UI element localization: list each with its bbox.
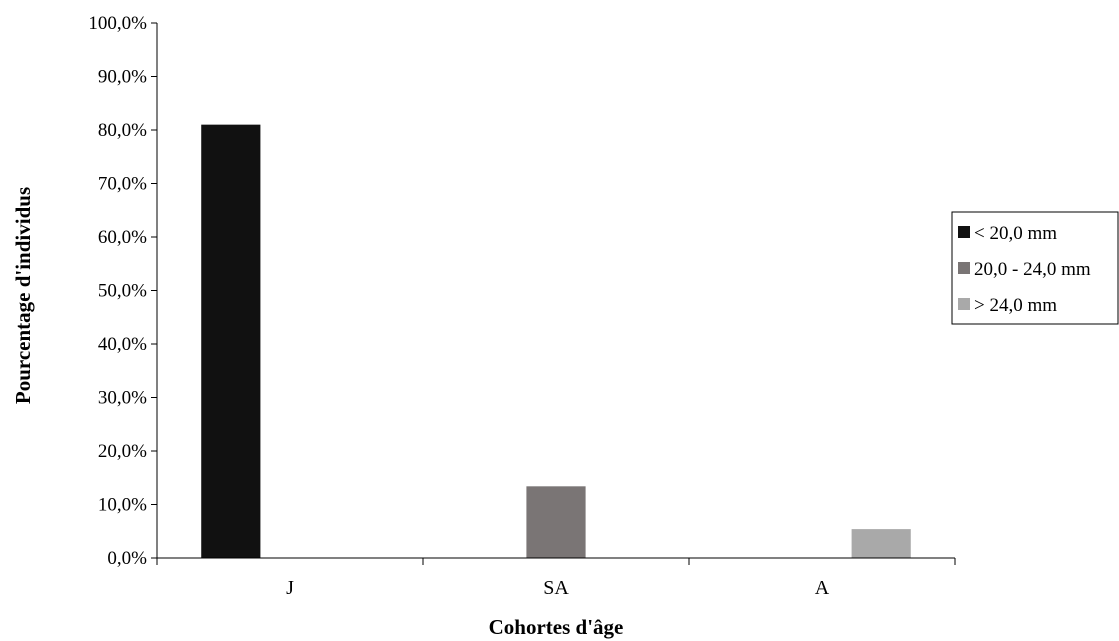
- bars: [201, 124, 911, 559]
- legend-label: > 24,0 mm: [974, 295, 1057, 316]
- y-tick-label: 50,0%: [98, 281, 147, 302]
- legend-swatch: [958, 262, 970, 274]
- legend-label: < 20,0 mm: [974, 223, 1057, 244]
- x-tick-label: J: [286, 577, 294, 599]
- y-axis-ticks: 0,0% 10,0% 20,0% 30,0% 40,0% 50,0% 60,0% 70,0% 8…: [88, 13, 157, 569]
- y-tick-label: 60,0%: [98, 227, 147, 248]
- y-tick-label: 20,0%: [98, 441, 147, 462]
- bar: [851, 529, 911, 558]
- x-tick-label: A: [815, 577, 830, 599]
- y-axis-title: Pourcentage d'individus: [11, 187, 35, 404]
- legend-swatch: [958, 298, 970, 310]
- y-tick-label: 0,0%: [107, 548, 147, 569]
- y-tick-label: 30,0%: [98, 388, 147, 409]
- x-axis-title: Cohortes d'âge: [489, 615, 624, 639]
- y-tick-label: 10,0%: [98, 495, 147, 516]
- legend: < 20,0 mm 20,0 - 24,0 mm > 24,0 mm: [951, 211, 1119, 325]
- x-tick-label: SA: [543, 577, 569, 599]
- legend-label: 20,0 - 24,0 mm: [974, 259, 1091, 280]
- bar: [201, 124, 261, 559]
- y-tick-label: 40,0%: [98, 334, 147, 355]
- x-axis-ticks: J SA A: [156, 558, 956, 599]
- y-tick-label: 80,0%: [98, 120, 147, 141]
- legend-box: [951, 211, 1119, 325]
- legend-swatch: [958, 226, 970, 238]
- y-tick-label: 70,0%: [98, 174, 147, 195]
- bar: [526, 486, 586, 558]
- y-tick-label: 90,0%: [98, 67, 147, 88]
- y-tick-label: 100,0%: [88, 13, 147, 34]
